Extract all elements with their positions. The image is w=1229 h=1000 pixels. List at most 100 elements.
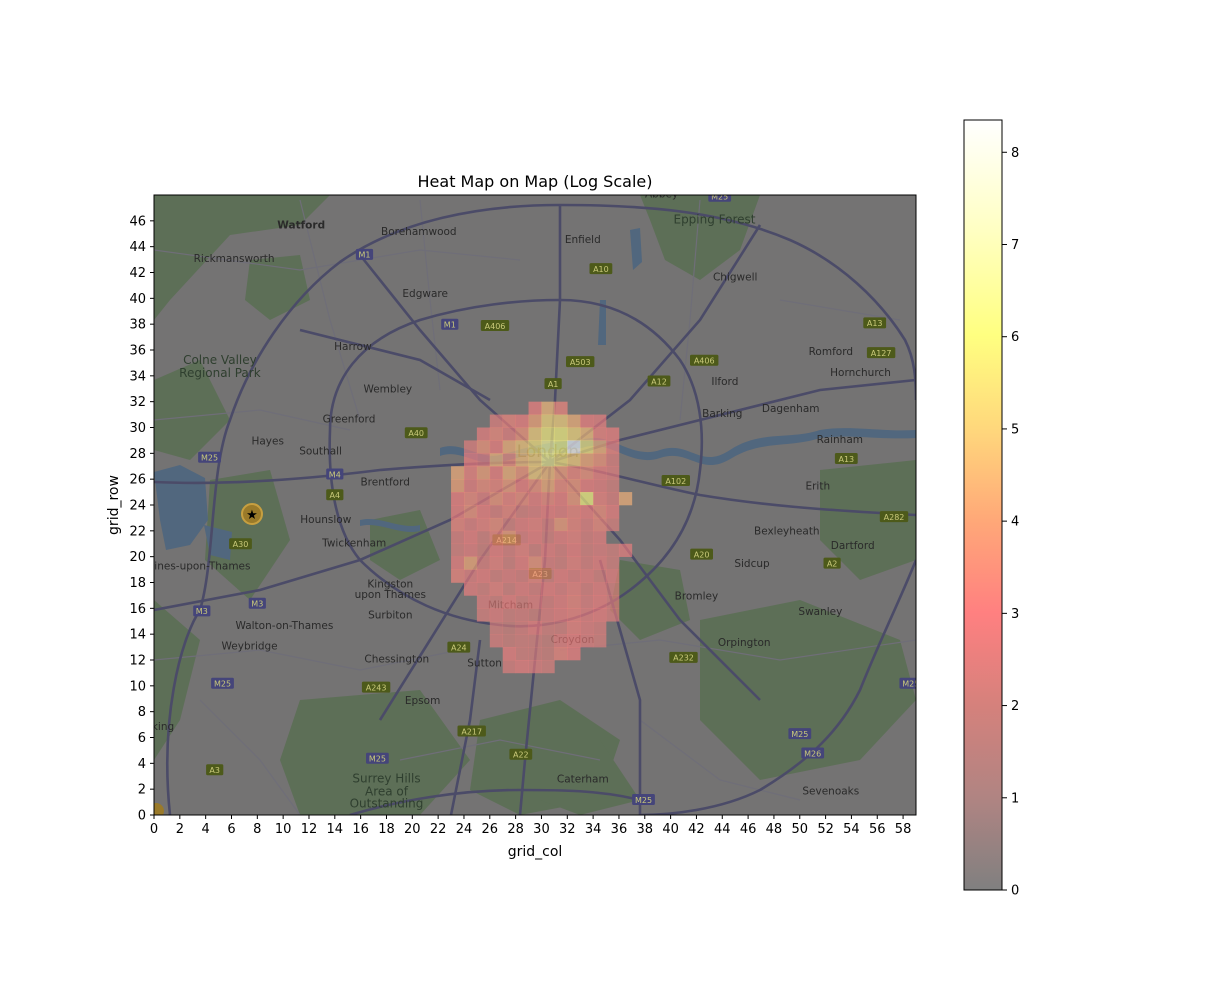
heatmap-cell bbox=[567, 414, 581, 428]
x-axis-label: grid_col bbox=[508, 844, 563, 860]
heatmap-cell bbox=[515, 634, 529, 648]
heatmap-cell bbox=[451, 543, 465, 557]
heatmap-cell bbox=[463, 466, 478, 480]
road-shield-box bbox=[193, 605, 211, 617]
road-shield: M3 bbox=[193, 605, 211, 617]
map-place-label: Hounslow bbox=[300, 514, 351, 526]
heatmap-cell bbox=[489, 466, 504, 480]
heatmap-cell bbox=[476, 505, 491, 519]
heatmap-cell bbox=[528, 595, 542, 609]
heatmap-cell bbox=[541, 608, 555, 622]
map-place-label: Regional Park bbox=[179, 366, 261, 380]
x-tick-label: 58 bbox=[895, 822, 912, 837]
map-place-label: Watford bbox=[277, 220, 325, 232]
road-shield-box bbox=[361, 681, 391, 693]
road-shield: M25 bbox=[632, 794, 655, 805]
y-axis-ticks: 0246810121416182022242628303234363840424… bbox=[129, 214, 154, 824]
heatmap-cell bbox=[502, 582, 516, 596]
heatmap-cell bbox=[580, 440, 594, 454]
road-shield: M25 bbox=[366, 752, 389, 764]
heatmap-cell bbox=[476, 556, 491, 570]
map-place-label: Wembley bbox=[363, 384, 412, 396]
heatmap-cell bbox=[541, 466, 555, 480]
heatmap-cell bbox=[593, 543, 607, 557]
road-shield-box bbox=[404, 427, 428, 439]
heatmap-cell bbox=[567, 517, 581, 532]
heatmap-cell bbox=[554, 608, 568, 622]
road-shield-label: M26 bbox=[804, 749, 821, 758]
heatmap-cell bbox=[541, 492, 555, 506]
heatmap-cell bbox=[528, 608, 542, 622]
heatmap-cell bbox=[593, 634, 607, 648]
heatmap-cell bbox=[476, 543, 491, 557]
road-shield: A13 bbox=[863, 317, 887, 329]
heatmap-cell bbox=[567, 530, 581, 545]
colorbar-tick-label: 2 bbox=[1011, 699, 1019, 714]
heatmap-cell bbox=[580, 556, 594, 570]
x-tick-label: 52 bbox=[817, 822, 834, 837]
heatmap-cell bbox=[515, 543, 529, 557]
road-shield-box bbox=[566, 356, 595, 368]
heatmap-cell bbox=[528, 647, 542, 661]
heatmap-cell bbox=[580, 530, 594, 545]
road-shield: M25 bbox=[708, 195, 732, 202]
road-shield: A232 bbox=[669, 651, 698, 663]
road-shield-box bbox=[661, 475, 690, 486]
heatmap-cell bbox=[606, 440, 620, 454]
road-shield-label: A127 bbox=[871, 349, 892, 358]
heatmap-cell bbox=[502, 595, 516, 609]
heatmap-cell bbox=[489, 492, 504, 506]
heatmap-cell bbox=[554, 621, 568, 635]
heatmap-cell bbox=[541, 634, 555, 648]
y-tick-label: 42 bbox=[129, 266, 146, 281]
map-place-label: Sutton bbox=[467, 658, 502, 670]
heatmap-cell bbox=[476, 530, 491, 545]
map-place-label: Swanley bbox=[798, 606, 842, 618]
heatmap-cell bbox=[593, 556, 607, 570]
heatmap-cell bbox=[580, 569, 594, 583]
x-tick-label: 22 bbox=[430, 822, 447, 837]
heatmap-cell bbox=[593, 479, 607, 493]
heatmap-cell bbox=[489, 505, 504, 519]
road-shield: A3 bbox=[206, 764, 224, 776]
heatmap-cell bbox=[451, 517, 465, 532]
heatmap-cell bbox=[502, 517, 516, 532]
heatmap-cell bbox=[541, 569, 555, 583]
plot-area: Watford Borehamwood Abbey Epping Forest Enfi… bbox=[154, 195, 919, 815]
heatmap-cell bbox=[618, 492, 633, 506]
x-tick-label: 10 bbox=[275, 822, 292, 837]
x-tick-label: 12 bbox=[301, 822, 318, 837]
road-shield-box bbox=[690, 354, 719, 366]
road-shield-label: M25 bbox=[635, 796, 652, 805]
road-shield-box bbox=[229, 538, 252, 550]
x-tick-label: 8 bbox=[253, 822, 261, 837]
x-tick-label: 54 bbox=[843, 822, 860, 837]
heatmap-cell bbox=[580, 634, 594, 648]
road-shield-box bbox=[801, 747, 825, 759]
road-shield-box bbox=[211, 677, 234, 689]
heatmap-cell bbox=[463, 543, 478, 557]
road-shield: M3 bbox=[248, 597, 266, 609]
heatmap-cell bbox=[567, 479, 581, 493]
heatmap-cell bbox=[502, 621, 516, 635]
heatmap-cell bbox=[541, 479, 555, 493]
heatmap-cell bbox=[502, 440, 516, 454]
y-tick-label: 38 bbox=[129, 318, 146, 333]
map-place-label: Borehamwood bbox=[381, 226, 457, 238]
heatmap-cell bbox=[528, 582, 542, 596]
road-shield-label: A20 bbox=[694, 550, 710, 559]
road-shield: A20 bbox=[690, 548, 713, 560]
road-shield-box bbox=[457, 725, 486, 737]
heatmap-cell bbox=[515, 569, 529, 583]
heatmap-cell bbox=[528, 414, 542, 428]
x-tick-label: 56 bbox=[869, 822, 886, 837]
heatmap-cell bbox=[451, 466, 465, 480]
y-tick-label: 46 bbox=[129, 214, 146, 229]
road-shield-box bbox=[788, 728, 812, 740]
heatmap-cell bbox=[476, 453, 491, 467]
heatmap-cell bbox=[515, 414, 529, 428]
heatmap-cell bbox=[541, 401, 555, 415]
road-shield-box bbox=[509, 748, 533, 760]
road-shield-box bbox=[823, 557, 841, 569]
road-shield-label: M25 bbox=[902, 680, 919, 689]
